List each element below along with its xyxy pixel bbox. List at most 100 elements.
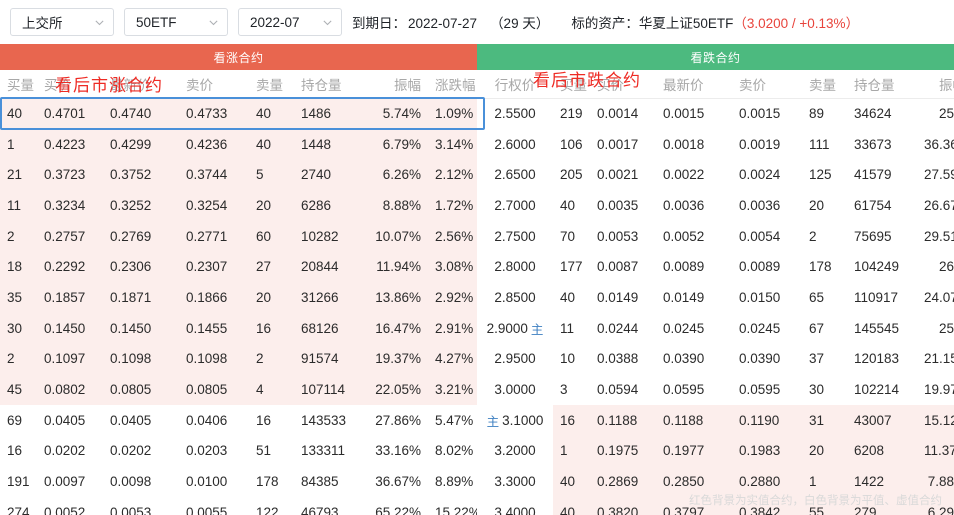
call-oi: 91574	[294, 343, 364, 375]
month-select-value: 2022-07	[250, 14, 300, 30]
put-oi: 145545	[847, 312, 917, 344]
strike-price-value: 2.9000	[486, 320, 528, 336]
call-bid: 0.0405	[37, 404, 103, 436]
strike-price-cell[interactable]: 2.8500	[477, 282, 553, 313]
col-put-oi[interactable]: 持仓量	[847, 70, 917, 99]
table-row[interactable]: 69 0.0405 0.0405 0.0406 16 143533 27.86% 5.47% 主…	[0, 404, 954, 436]
strike-price-value: 3.4000	[494, 504, 536, 515]
strike-price-value: 2.8000	[494, 259, 536, 275]
expiry-label: 到期日：	[352, 16, 406, 31]
call-oi: 10282	[294, 220, 364, 252]
table-row[interactable]: 30 0.1450 0.1450 0.1455 16 68126 16.47% 2.91% 2.…	[0, 312, 954, 344]
call-bid-vol: 2	[0, 343, 37, 375]
table-row[interactable]: 21 0.3723 0.3752 0.3744 5 2740 6.26% 2.12% 2.650…	[0, 159, 954, 191]
strike-price-cell[interactable]: 2.8000	[477, 251, 553, 283]
strike-price-cell[interactable]: 2.7000	[477, 190, 553, 221]
put-oi: 1422	[847, 466, 917, 497]
put-bid-vol: 219	[553, 98, 590, 129]
call-last: 0.0202	[103, 435, 179, 467]
put-amplitude: 26%	[917, 251, 954, 283]
table-row[interactable]: 40 0.4701 0.4740 0.4733 40 1486 5.74% 1.09% 2.55…	[0, 98, 954, 129]
put-ask: 0.0015	[732, 98, 802, 129]
put-ask: 0.0054	[732, 220, 802, 252]
col-call-ask[interactable]: 卖价	[179, 70, 249, 99]
col-put-bid-vol[interactable]: 买量	[553, 70, 590, 99]
call-ask: 0.0100	[179, 466, 249, 497]
table-row[interactable]: 2 0.2757 0.2769 0.2771 60 10282 10.07% 2.56% 2.7…	[0, 220, 954, 252]
put-last: 0.0015	[656, 98, 732, 129]
col-call-oi[interactable]: 持仓量	[294, 70, 364, 99]
exchange-select[interactable]: 上交所	[10, 8, 114, 36]
call-bid-vol: 35	[0, 282, 37, 313]
put-oi: 43007	[847, 404, 917, 436]
put-last: 0.0018	[656, 128, 732, 160]
table-row[interactable]: 45 0.0802 0.0805 0.0805 4 107114 22.05% 3.21% 3.…	[0, 374, 954, 405]
put-bid: 0.2869	[590, 466, 656, 497]
put-ask: 0.0089	[732, 251, 802, 283]
strike-price-value: 3.3000	[494, 474, 536, 490]
put-amplitude: 29.51%	[917, 220, 954, 252]
table-row[interactable]: 1 0.4223 0.4299 0.4236 40 1448 6.79% 3.14% 2.600…	[0, 128, 954, 160]
call-amplitude: 5.74%	[364, 98, 428, 129]
col-call-last[interactable]: 最新价	[103, 70, 179, 99]
put-bid-vol: 40	[553, 282, 590, 313]
table-row[interactable]: 18 0.2292 0.2306 0.2307 27 20844 11.94% 3.08% 2.…	[0, 251, 954, 283]
table-row[interactable]: 35 0.1857 0.1871 0.1866 20 31266 13.86% 2.92% 2.…	[0, 282, 954, 313]
table-row[interactable]: 274 0.0052 0.0053 0.0055 122 46793 65.22% 15.22…	[0, 496, 954, 515]
col-call-bid[interactable]: 买价	[37, 70, 103, 99]
call-bid-vol: 18	[0, 251, 37, 283]
col-strike[interactable]: 行权价	[477, 70, 553, 99]
header-row: 买量 买价 最新价 卖价 卖量 持仓量 振幅 涨跌幅 行权价 买量 买价 最新价…	[0, 70, 954, 99]
col-call-change[interactable]: 涨跌幅	[428, 70, 477, 99]
underlying-name: 华夏上证50ETF	[638, 16, 734, 31]
strike-price-cell[interactable]: 2.7500	[477, 220, 553, 252]
table-row[interactable]: 2 0.1097 0.1098 0.1098 2 91574 19.37% 4.27% 2.95…	[0, 343, 954, 375]
put-last: 0.2850	[656, 466, 732, 497]
strike-price-cell[interactable]: 3.3000	[477, 466, 553, 497]
put-ask-vol: 30	[802, 374, 847, 405]
put-ask: 0.1190	[732, 404, 802, 436]
month-select[interactable]: 2022-07	[238, 8, 342, 36]
call-ask: 0.0805	[179, 374, 249, 405]
put-ask-vol: 111	[802, 128, 847, 160]
strike-price-cell[interactable]: 主 3.1000	[477, 404, 553, 436]
product-select[interactable]: 50ETF	[124, 8, 228, 36]
strike-price-cell[interactable]: 2.5500	[477, 98, 553, 129]
col-put-last[interactable]: 最新价	[656, 70, 732, 99]
col-put-amplitude[interactable]: 振幅	[917, 70, 954, 99]
table-row[interactable]: 191 0.0097 0.0098 0.0100 178 84385 36.67% 8.89%…	[0, 466, 954, 497]
strike-price-cell[interactable]: 2.6500	[477, 159, 553, 191]
strike-price-cell[interactable]: 2.9000 主	[477, 312, 553, 344]
table-row[interactable]: 11 0.3234 0.3252 0.3254 20 6286 8.88% 1.72% 2.70…	[0, 190, 954, 221]
call-ask-vol: 4	[249, 374, 294, 405]
put-amplitude: 21.15%	[917, 343, 954, 375]
put-last: 0.0390	[656, 343, 732, 375]
call-ask: 0.3254	[179, 190, 249, 221]
strike-price-cell[interactable]: 2.6000	[477, 128, 553, 160]
strike-price-cell[interactable]: 3.0000	[477, 374, 553, 405]
call-bid: 0.1450	[37, 312, 103, 344]
call-ask-vol: 20	[249, 190, 294, 221]
put-bid-vol: 177	[553, 251, 590, 283]
put-ask-vol: 37	[802, 343, 847, 375]
col-put-ask[interactable]: 卖价	[732, 70, 802, 99]
toolbar: 上交所 50ETF 2022-07 到期日： 2022-07-27 （29 天）…	[0, 0, 954, 44]
call-bid: 0.0202	[37, 435, 103, 467]
put-bid: 0.0087	[590, 251, 656, 283]
put-band: 看跌合约	[477, 44, 954, 70]
strike-price-cell[interactable]: 2.9500	[477, 343, 553, 375]
col-put-bid[interactable]: 买价	[590, 70, 656, 99]
put-ask: 0.0595	[732, 374, 802, 405]
table-row[interactable]: 16 0.0202 0.0202 0.0203 51 133311 33.16% 8.02% 3…	[0, 435, 954, 467]
strike-price-cell[interactable]: 3.2000	[477, 435, 553, 467]
chevron-down-icon	[322, 17, 333, 28]
put-oi: 61754	[847, 190, 917, 221]
put-amplitude: 36.36%	[917, 128, 954, 160]
col-call-ask-vol[interactable]: 卖量	[249, 70, 294, 99]
col-put-ask-vol[interactable]: 卖量	[802, 70, 847, 99]
put-last: 0.0245	[656, 312, 732, 344]
strike-price-cell[interactable]: 3.4000	[477, 496, 553, 515]
put-last: 0.0022	[656, 159, 732, 191]
col-call-amplitude[interactable]: 振幅	[364, 70, 428, 99]
col-call-bid-vol[interactable]: 买量	[0, 70, 37, 99]
